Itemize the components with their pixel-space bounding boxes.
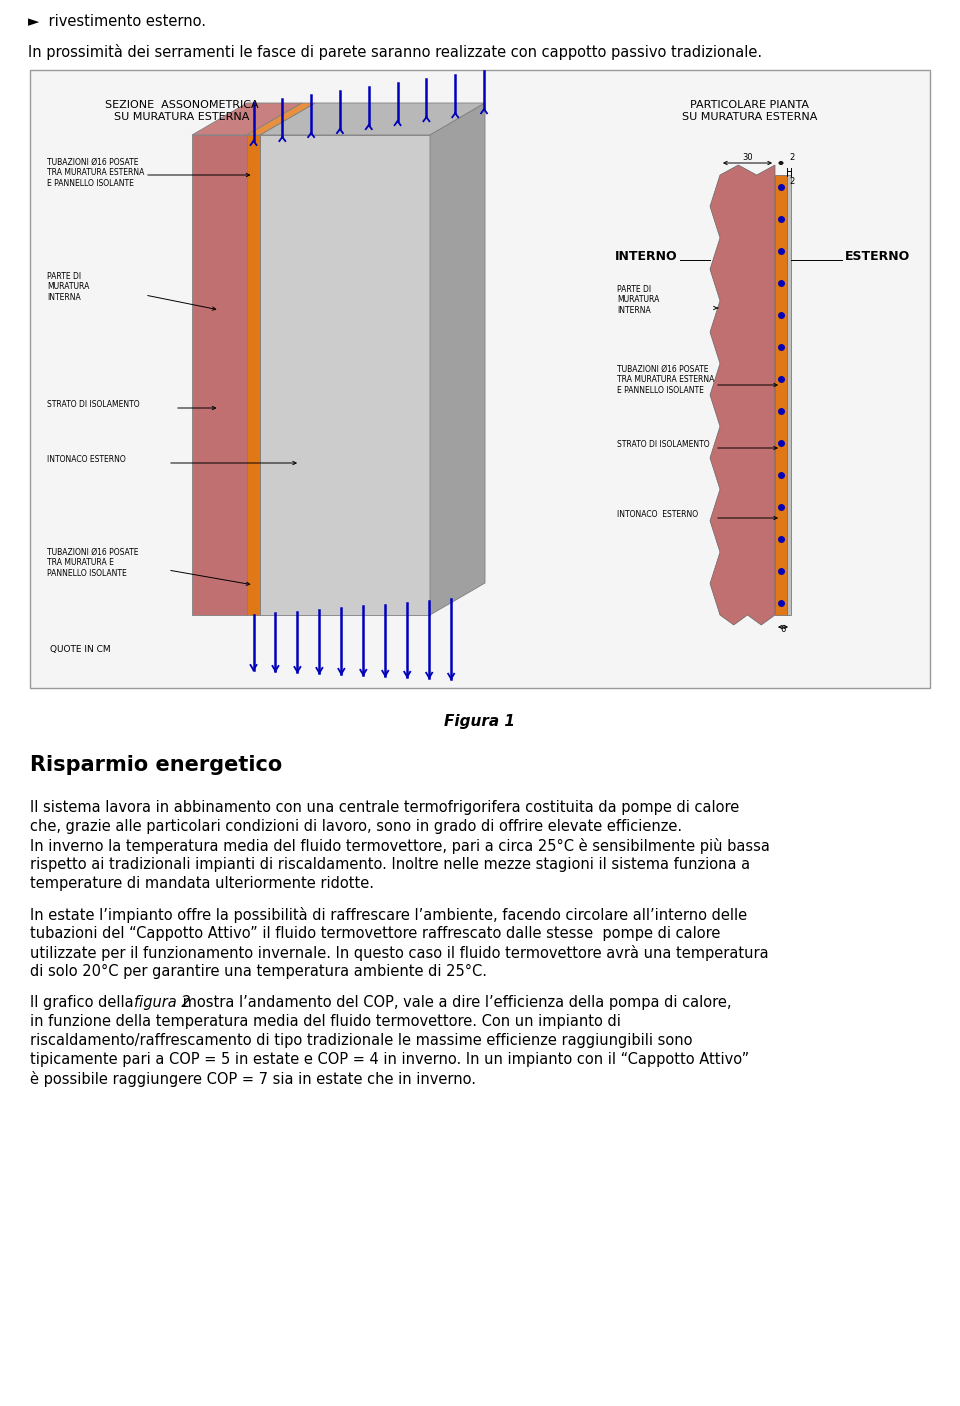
Text: riscaldamento/raffrescamento di tipo tradizionale le massime efficienze raggiung: riscaldamento/raffrescamento di tipo tra… (30, 1033, 692, 1047)
Text: INTONACO  ESTERNO: INTONACO ESTERNO (617, 510, 698, 519)
Text: utilizzate per il funzionamento invernale. In questo caso il fluido termovettore: utilizzate per il funzionamento invernal… (30, 945, 769, 960)
Polygon shape (192, 103, 302, 135)
Text: TUBAZIONI Ø16 POSATE
TRA MURATURA ESTERNA
E PANNELLO ISOLANTE: TUBAZIONI Ø16 POSATE TRA MURATURA ESTERN… (47, 157, 144, 188)
Text: ESTERNO: ESTERNO (845, 250, 910, 263)
Text: mostra l’andamento del COP, vale a dire l’efficienza della pompa di calore,: mostra l’andamento del COP, vale a dire … (178, 995, 732, 1010)
Bar (30, 70, 930, 688)
Text: 6: 6 (780, 626, 785, 634)
Text: rispetto ai tradizionali impianti di riscaldamento. Inoltre nelle mezze stagioni: rispetto ai tradizionali impianti di ris… (30, 858, 750, 872)
Text: 2: 2 (789, 153, 794, 162)
Text: TUBAZIONI Ø16 POSATE
TRA MURATURA E
PANNELLO ISOLANTE: TUBAZIONI Ø16 POSATE TRA MURATURA E PANN… (47, 548, 138, 578)
Bar (192, 135, 247, 614)
Text: PARTE DI
MURATURA
INTERNA: PARTE DI MURATURA INTERNA (617, 285, 660, 315)
Text: STRATO DI ISOLAMENTO: STRATO DI ISOLAMENTO (47, 399, 139, 409)
Text: ►  rivestimento esterno.: ► rivestimento esterno. (28, 14, 206, 30)
Text: STRATO DI ISOLAMENTO: STRATO DI ISOLAMENTO (617, 440, 709, 449)
Text: figura 2: figura 2 (133, 995, 190, 1010)
Text: INTONACO ESTERNO: INTONACO ESTERNO (47, 456, 126, 464)
Text: Risparmio energetico: Risparmio energetico (30, 755, 282, 775)
Bar (260, 135, 430, 614)
Text: in funzione della temperatura media del fluido termovettore. Con un impianto di: in funzione della temperatura media del … (30, 1014, 621, 1029)
Polygon shape (260, 103, 485, 135)
Text: In estate l’impianto offre la possibilità di raffrescare l’ambiente, facendo cir: In estate l’impianto offre la possibilit… (30, 907, 747, 922)
Bar (247, 135, 260, 614)
Text: PARTICOLARE PIANTA
SU MURATURA ESTERNA: PARTICOLARE PIANTA SU MURATURA ESTERNA (683, 100, 818, 121)
Bar (775, 174, 787, 614)
Text: Il grafico della: Il grafico della (30, 995, 138, 1010)
Text: SEZIONE  ASSONOMETRICA
SU MURATURA ESTERNA: SEZIONE ASSONOMETRICA SU MURATURA ESTERN… (106, 100, 259, 121)
Text: Il sistema lavora in abbinamento con una centrale termofrigorifera costituita da: Il sistema lavora in abbinamento con una… (30, 800, 739, 815)
Text: TUBAZIONI Ø16 POSATE
TRA MURATURA ESTERNA
E PANNELLO ISOLANTE: TUBAZIONI Ø16 POSATE TRA MURATURA ESTERN… (617, 366, 714, 395)
Polygon shape (430, 103, 485, 614)
Text: è possibile raggiungere COP = 7 sia in estate che in inverno.: è possibile raggiungere COP = 7 sia in e… (30, 1071, 476, 1087)
Polygon shape (247, 103, 315, 135)
Text: In prossimità dei serramenti le fasce di parete saranno realizzate con cappotto : In prossimità dei serramenti le fasce di… (28, 44, 762, 60)
Text: che, grazie alle particolari condizioni di lavoro, sono in grado di offrire elev: che, grazie alle particolari condizioni … (30, 820, 683, 834)
Bar (787, 174, 791, 614)
Text: INTERNO: INTERNO (615, 250, 678, 263)
Text: tipicamente pari a COP = 5 in estate e COP = 4 in inverno. In un impianto con il: tipicamente pari a COP = 5 in estate e C… (30, 1052, 749, 1067)
Text: QUOTE IN CM: QUOTE IN CM (50, 645, 110, 654)
Text: di solo 20°C per garantire una temperatura ambiente di 25°C.: di solo 20°C per garantire una temperatu… (30, 965, 487, 979)
Text: temperature di mandata ulteriormente ridotte.: temperature di mandata ulteriormente rid… (30, 876, 374, 891)
Text: In inverno la temperatura media del fluido termovettore, pari a circa 25°C è sen: In inverno la temperatura media del flui… (30, 838, 770, 853)
Text: 2: 2 (789, 177, 794, 186)
Text: PARTE DI
MURATURA
INTERNA: PARTE DI MURATURA INTERNA (47, 271, 89, 302)
Text: 30: 30 (742, 153, 753, 162)
Polygon shape (710, 165, 775, 626)
Text: tubazioni del “Cappotto Attivo” il fluido termovettore raffrescato dalle stesse : tubazioni del “Cappotto Attivo” il fluid… (30, 927, 720, 941)
Text: Figura 1: Figura 1 (444, 714, 516, 728)
